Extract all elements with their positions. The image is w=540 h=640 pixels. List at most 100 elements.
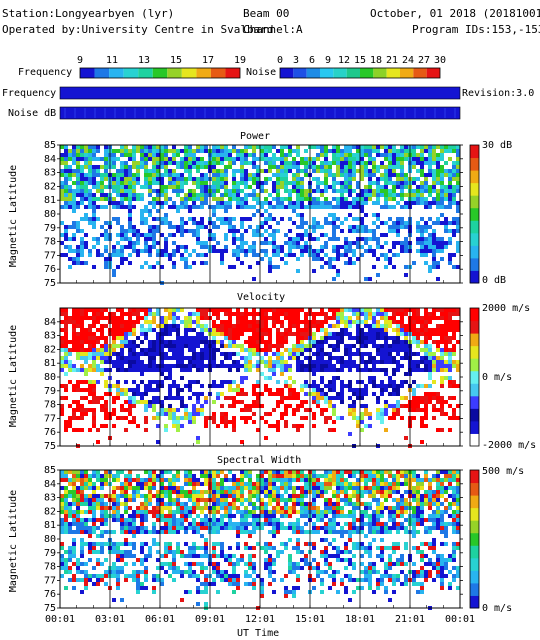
power-cell — [200, 225, 204, 229]
width-cell — [216, 570, 220, 574]
width-cell — [188, 546, 192, 550]
velocity-cell — [288, 312, 292, 316]
power-cell — [164, 157, 168, 161]
width-cell — [244, 470, 248, 474]
power-cell — [148, 209, 152, 213]
power-cell — [212, 225, 216, 229]
power-cell — [204, 145, 208, 149]
power-cell — [84, 245, 88, 249]
power-cell — [372, 181, 376, 185]
power-cell — [456, 157, 460, 161]
power-cell — [112, 157, 116, 161]
velocity-cell — [432, 408, 436, 412]
power-cell — [396, 161, 400, 165]
velocity-cell — [456, 368, 460, 372]
width-cell — [212, 474, 216, 478]
power-cell — [140, 233, 144, 237]
power-cell — [444, 205, 448, 209]
velocity-cell — [304, 380, 308, 384]
velocity-cell — [424, 344, 428, 348]
velocity-cell — [76, 320, 80, 324]
velocity-cell — [352, 392, 356, 396]
velocity-cell — [152, 388, 156, 392]
power-cell — [176, 193, 180, 197]
velocity-cell — [300, 388, 304, 392]
power-cell — [84, 217, 88, 221]
velocity-cell — [424, 396, 428, 400]
velocity-cell — [120, 392, 124, 396]
velocity-cell — [352, 400, 356, 404]
power-cell — [232, 229, 236, 233]
velocity-cell — [336, 336, 340, 340]
velocity-cell — [136, 400, 140, 404]
width-cell — [144, 542, 148, 546]
power-cell — [212, 209, 216, 213]
power-cell — [432, 197, 436, 201]
velocity-cell — [364, 368, 368, 372]
velocity-cell — [64, 316, 68, 320]
power-cell — [168, 205, 172, 209]
power-cell — [196, 149, 200, 153]
power-cell — [368, 145, 372, 149]
velocity-cell — [380, 384, 384, 388]
power-cell — [256, 185, 260, 189]
velocity-cell — [176, 396, 180, 400]
velocity-cell — [224, 312, 228, 316]
width-cell — [88, 534, 92, 538]
width-cell — [220, 546, 224, 550]
velocity-cell — [332, 408, 336, 412]
velocity-cell — [340, 316, 344, 320]
velocity-cell — [80, 404, 84, 408]
power-cell — [448, 185, 452, 189]
velocity-cell — [300, 424, 304, 428]
power-cell — [72, 169, 76, 173]
velocity-cell — [100, 332, 104, 336]
velocity-cell — [412, 416, 416, 420]
power-cell — [440, 245, 444, 249]
velocity-cell — [400, 320, 404, 324]
power-cell — [216, 241, 220, 245]
power-cell — [388, 181, 392, 185]
width-cell — [140, 570, 144, 574]
velocity-cell — [448, 320, 452, 324]
power-cell — [428, 265, 432, 269]
power-cell — [376, 169, 380, 173]
width-cell — [128, 494, 132, 498]
power-ytick-label: 81 — [44, 195, 56, 206]
power-cell — [244, 157, 248, 161]
velocity-cell — [312, 372, 316, 376]
velocity-cell — [412, 360, 416, 364]
width-cell — [104, 502, 108, 506]
width-cell — [160, 498, 164, 502]
power-cell — [432, 181, 436, 185]
velocity-cell — [120, 312, 124, 316]
width-cell — [172, 578, 176, 582]
power-cell — [412, 193, 416, 197]
velocity-cell — [92, 424, 96, 428]
power-cell — [76, 249, 80, 253]
width-cell — [140, 586, 144, 590]
velocity-cell — [320, 328, 324, 332]
power-cell — [424, 201, 428, 205]
power-cell — [220, 197, 224, 201]
velocity-cell — [100, 324, 104, 328]
power-cell — [128, 169, 132, 173]
velocity-cell — [164, 320, 168, 324]
velocity-cell — [416, 336, 420, 340]
power-cell — [200, 205, 204, 209]
velocity-title: Velocity — [237, 292, 286, 303]
velocity-cell — [120, 324, 124, 328]
power-cell — [420, 157, 424, 161]
width-cell — [64, 498, 68, 502]
power-cell — [444, 225, 448, 229]
power-cell — [452, 233, 456, 237]
power-cell — [392, 173, 396, 177]
velocity-cell — [440, 360, 444, 364]
width-cell — [164, 506, 168, 510]
velocity-cell — [256, 400, 260, 404]
velocity-cell — [296, 428, 300, 432]
power-cell — [240, 225, 244, 229]
width-cell — [204, 514, 208, 518]
velocity-cell — [176, 336, 180, 340]
velocity-cell — [188, 416, 192, 420]
